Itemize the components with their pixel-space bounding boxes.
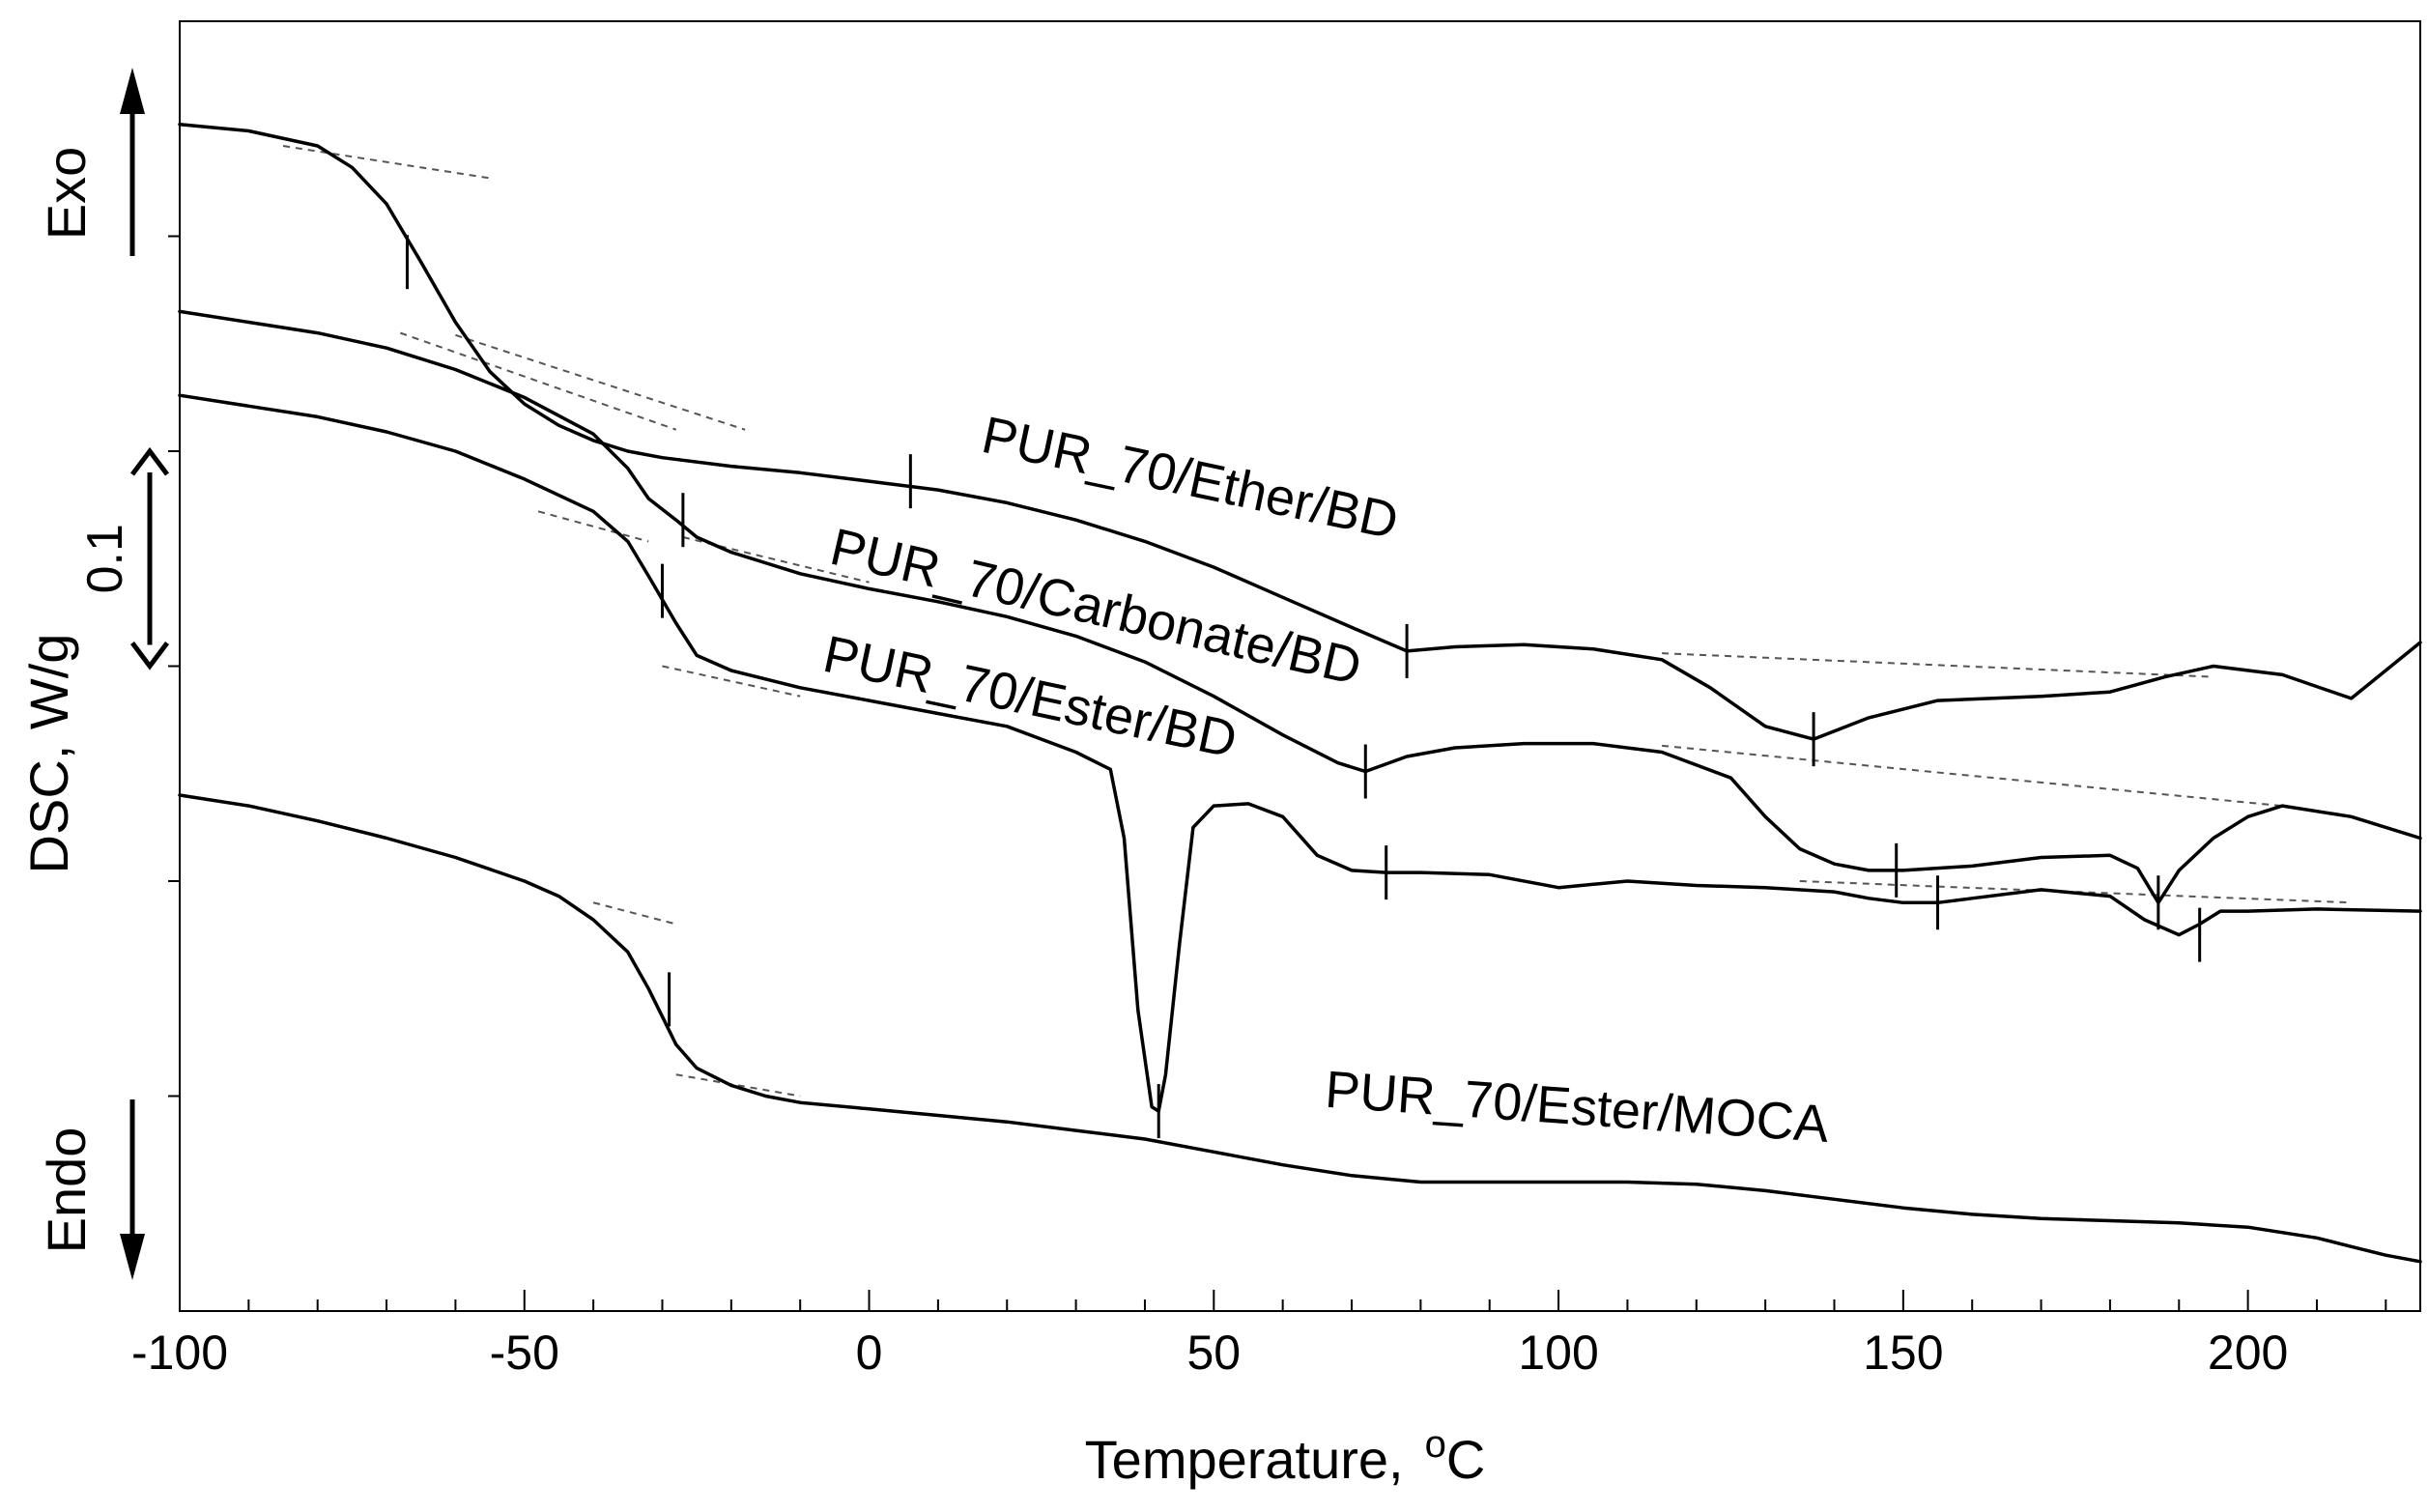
x-tick-label: 50: [1186, 1326, 1241, 1380]
tangent-line-8: [662, 665, 801, 698]
tangent-line-11: [675, 1073, 801, 1098]
y-axis-label: DSC, W/g: [18, 634, 79, 874]
endo-arrow-head: [120, 1234, 145, 1280]
series-lines: [178, 123, 2422, 1264]
x-axis-label: Temperature, oC: [1085, 1423, 1486, 1490]
tangent-line-10: [592, 901, 676, 926]
scale-bar-label: 0.1: [77, 524, 133, 593]
tangent-line-7: [537, 510, 649, 543]
exo-indicator: Exo: [36, 68, 145, 256]
scale-bar-arrow-top: [130, 446, 169, 476]
series-line-pur-70-ether-bd: [178, 123, 2422, 741]
tangent-line-1: [282, 145, 491, 180]
tangent-line-4: [400, 331, 677, 431]
x-ticks: [179, 1290, 2387, 1311]
series-line-pur-70-ester-moca: [178, 793, 2422, 1264]
tangent-line-6: [1662, 744, 2283, 808]
tangent-line-9: [1799, 880, 2352, 904]
annotation-pur-70-ester-moca: PUR_70/Ester/MOCA: [1324, 1061, 1831, 1154]
tangent-line-3: [1662, 652, 2214, 678]
x-tick-label: 150: [1863, 1326, 1943, 1380]
scale-bar: 0.1: [77, 446, 169, 670]
scale-bar-arrow-bottom: [130, 642, 169, 670]
x-tick-labels: -100 -50 0 50 100 150 200: [131, 1326, 2288, 1380]
y-ticks: [168, 235, 180, 1098]
exo-arrow-head: [120, 68, 145, 114]
x-tick-label: -50: [490, 1326, 559, 1380]
endo-label: Endo: [36, 1127, 97, 1254]
x-tick-label: 0: [856, 1326, 883, 1380]
annotation-pur-70-ether-bd: PUR_70/Ether/BD: [977, 406, 1403, 551]
series-line-pur-70-carbonate-bd: [178, 309, 2422, 905]
exo-label: Exo: [36, 147, 97, 241]
x-tick-label: -100: [131, 1326, 228, 1380]
transition-markers: [405, 235, 2202, 1139]
endo-indicator: Endo: [36, 1099, 145, 1280]
series-line-pur-70-ester-bd: [178, 393, 2422, 1113]
x-tick-label: 100: [1518, 1326, 1598, 1380]
x-tick-label: 200: [2208, 1326, 2288, 1380]
series-annotations: PUR_70/Ether/BDPUR_70/Carbonate/BDPUR_70…: [818, 406, 1831, 1154]
tangent-lines: [282, 145, 2352, 1098]
tangent-line-2: [455, 333, 746, 431]
